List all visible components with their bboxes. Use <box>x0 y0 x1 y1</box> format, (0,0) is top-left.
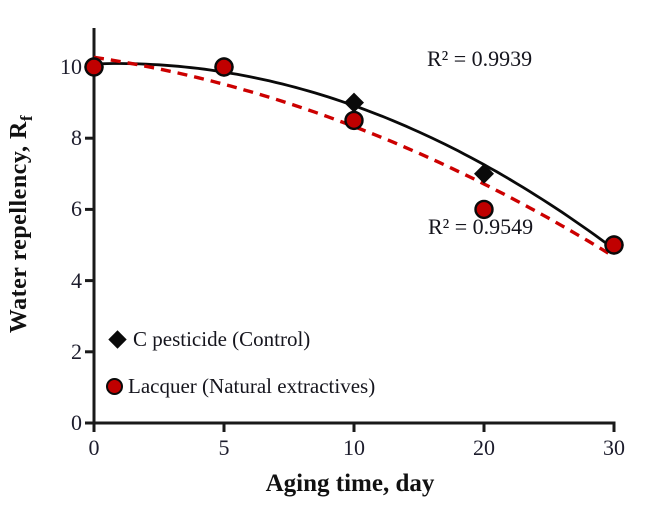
circle-marker-icon <box>106 378 123 395</box>
x-tick-label: 20 <box>473 435 495 460</box>
x-axis-title: Aging time, day <box>265 470 435 497</box>
y-axis-title-text: Water repellency, R <box>6 121 32 334</box>
y-tick-label: 0 <box>71 410 82 435</box>
data-point-diamond <box>474 163 494 184</box>
y-tick-label: 8 <box>71 125 82 150</box>
y-tick-label: 4 <box>71 268 82 293</box>
x-tick-label: 10 <box>343 435 365 460</box>
legend-item-lacquer: Lacquer (Natural extractives) <box>106 374 375 399</box>
trendline-control <box>93 62 615 251</box>
legend-item-control: C pesticide (Control) <box>108 327 311 352</box>
x-tick-label: 0 <box>88 435 100 460</box>
x-tick-label: 30 <box>603 435 625 460</box>
r-squared-annotation-control: R² = 0.9939 <box>427 46 533 71</box>
legend-label-lacquer: Lacquer (Natural extractives) <box>128 374 376 398</box>
data-point-circle <box>84 57 104 77</box>
data-point-circle <box>344 110 364 131</box>
data-point-circle <box>214 57 234 77</box>
y-axis-title-subscript: f <box>16 114 36 122</box>
x-tick-label: 5 <box>218 435 230 460</box>
data-point-circle <box>474 199 494 220</box>
legend-label-control: C pesticide (Control) <box>133 327 311 351</box>
diamond-marker-icon <box>108 330 127 349</box>
y-tick-label: 6 <box>71 196 82 221</box>
r-squared-annotation-lacquer: R² = 0.9549 <box>428 214 534 239</box>
y-axis-title: Water repellency, Rf <box>4 74 36 374</box>
trendline-lacquer <box>93 55 615 259</box>
y-tick-label: 10 <box>60 54 82 79</box>
y-tick-label: 2 <box>71 339 82 364</box>
data-point-circle <box>604 235 624 255</box>
data-point-diamond <box>344 92 364 113</box>
